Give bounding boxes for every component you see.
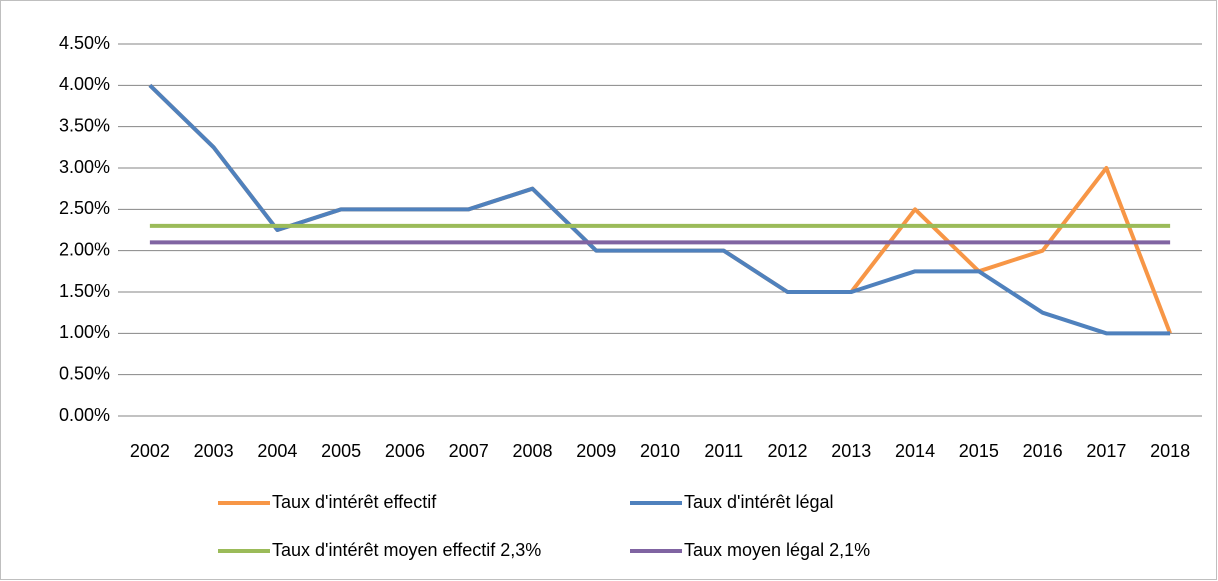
- y-tick-label: 3.00%: [59, 157, 110, 177]
- y-tick-label: 4.50%: [59, 33, 110, 53]
- x-tick-label: 2009: [576, 441, 616, 461]
- x-tick-label: 2014: [895, 441, 935, 461]
- legend-label: Taux d'intérêt moyen effectif 2,3%: [272, 540, 541, 560]
- y-tick-label: 2.00%: [59, 239, 110, 259]
- x-tick-label: 2002: [130, 441, 170, 461]
- x-tick-label: 2015: [959, 441, 999, 461]
- legend-label: Taux d'intérêt effectif: [272, 492, 437, 512]
- x-tick-label: 2012: [768, 441, 808, 461]
- x-tick-label: 2006: [385, 441, 425, 461]
- x-tick-label: 2017: [1086, 441, 1126, 461]
- legend-label: Taux moyen légal 2,1%: [684, 540, 870, 560]
- series-line: [148, 83, 1171, 336]
- legend-label: Taux d'intérêt légal: [684, 492, 834, 512]
- x-tick-label: 2011: [704, 441, 743, 461]
- y-tick-label: 3.50%: [59, 115, 110, 135]
- x-tick-label: 2008: [512, 441, 552, 461]
- y-tick-label: 1.50%: [59, 281, 110, 301]
- x-tick-label: 2018: [1150, 441, 1190, 461]
- x-tick-label: 2016: [1023, 441, 1063, 461]
- x-tick-label: 2003: [194, 441, 234, 461]
- x-tick-label: 2013: [831, 441, 871, 461]
- x-tick-label: 2005: [321, 441, 361, 461]
- y-tick-label: 2.50%: [59, 198, 110, 218]
- x-tick-label: 2010: [640, 441, 680, 461]
- y-tick-label: 1.00%: [59, 322, 110, 342]
- y-tick-label: 0.50%: [59, 363, 110, 383]
- x-tick-label: 2004: [257, 441, 297, 461]
- y-tick-label: 4.00%: [59, 74, 110, 94]
- x-tick-label: 2007: [449, 441, 489, 461]
- y-tick-label: 0.00%: [59, 405, 110, 425]
